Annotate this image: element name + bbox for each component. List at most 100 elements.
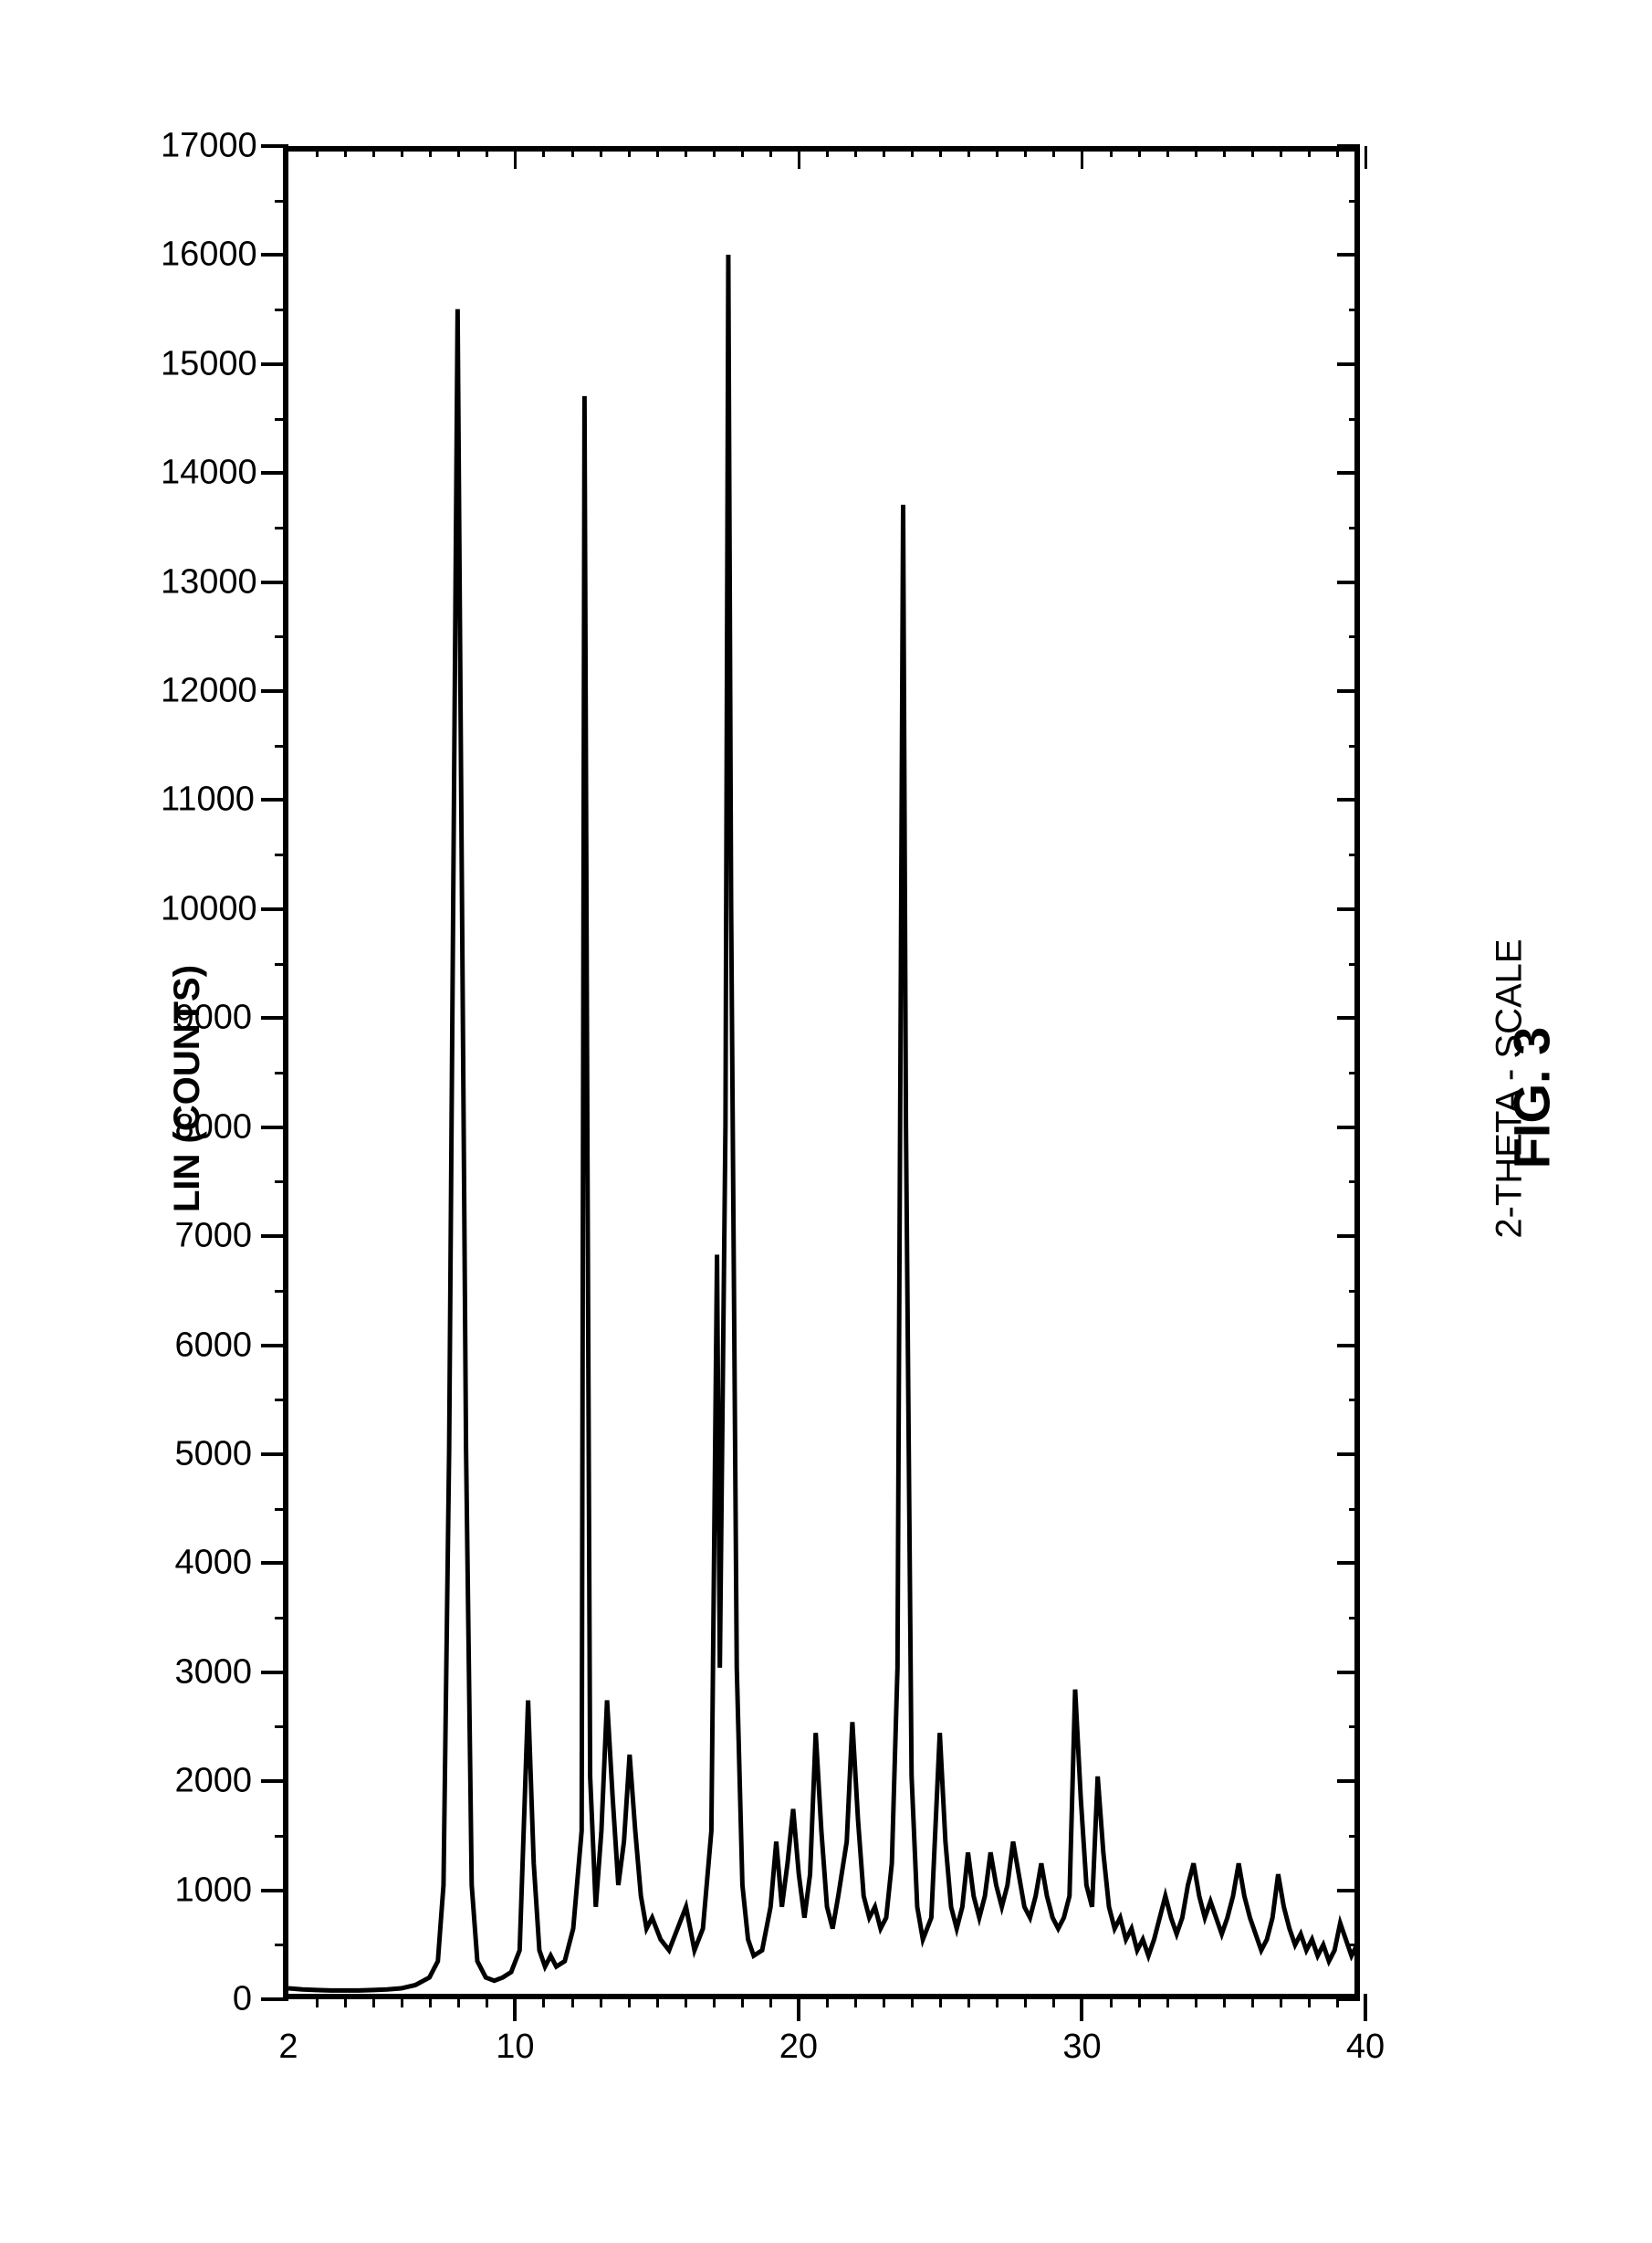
- x-tick-minor: [883, 1994, 885, 2007]
- y-tick: [261, 1997, 288, 2001]
- y-tick-label: 14000: [161, 454, 252, 493]
- x-tick-minor: [1280, 1994, 1282, 2007]
- y-tick-minor: [275, 200, 288, 203]
- y-tick-right-minor: [1349, 963, 1360, 966]
- y-tick-right-minor: [1349, 1290, 1360, 1293]
- y-tick-right: [1337, 1997, 1360, 2001]
- y-tick-label: 3000: [161, 1652, 252, 1692]
- y-tick-right: [1337, 1344, 1360, 1347]
- y-tick-minor: [275, 963, 288, 966]
- y-tick-right: [1337, 1671, 1360, 1674]
- y-tick: [261, 1452, 288, 1456]
- y-tick-minor: [275, 1508, 288, 1511]
- y-tick: [261, 798, 288, 802]
- x-tick-top: [798, 146, 800, 169]
- x-tick-top: [883, 146, 885, 157]
- y-tick-right-minor: [1349, 1835, 1360, 1838]
- x-tick-minor: [401, 1994, 403, 2007]
- x-tick-top: [1024, 146, 1027, 157]
- y-tick-label: 4000: [161, 1544, 252, 1583]
- x-tick-label: 20: [779, 2028, 818, 2067]
- y-tick-right-minor: [1349, 200, 1360, 203]
- y-tick-right-minor: [1349, 1399, 1360, 1401]
- y-tick-right-minor: [1349, 635, 1360, 638]
- x-tick-top: [911, 146, 914, 157]
- y-tick-right: [1337, 1779, 1360, 1783]
- spectrum-line: [288, 146, 1360, 1994]
- plot-area: 0100020003000400050006000700080009000100…: [283, 146, 1360, 1999]
- y-tick-right: [1337, 907, 1360, 911]
- x-tick-top: [854, 146, 857, 157]
- x-tick-minor: [1195, 1994, 1197, 2007]
- y-tick-right-minor: [1349, 418, 1360, 421]
- y-tick-minor: [275, 1944, 288, 1946]
- y-tick-label: 17000: [161, 127, 252, 166]
- x-tick-minor: [457, 1994, 460, 2007]
- y-tick-right: [1337, 253, 1360, 257]
- x-tick-minor: [939, 1994, 942, 2007]
- y-tick-right: [1337, 689, 1360, 693]
- y-tick: [261, 581, 288, 584]
- y-tick-minor: [275, 418, 288, 421]
- x-tick-minor: [685, 1994, 687, 2007]
- y-tick-right-minor: [1349, 1617, 1360, 1619]
- x-tick-top: [1223, 146, 1226, 157]
- x-tick-minor: [1251, 1994, 1254, 2007]
- y-tick-right-minor: [1349, 1508, 1360, 1511]
- x-tick-top: [1052, 146, 1055, 157]
- x-tick-minor: [1166, 1994, 1169, 2007]
- x-tick-top: [401, 146, 403, 157]
- x-tick-minor: [1223, 1994, 1226, 2007]
- y-tick-label: 6000: [161, 1326, 252, 1365]
- y-tick-minor: [275, 1290, 288, 1293]
- x-tick-minor: [769, 1994, 772, 2007]
- x-tick-minor: [1024, 1994, 1027, 2007]
- x-tick-top: [628, 146, 631, 157]
- x-tick-top: [1195, 146, 1197, 157]
- y-tick: [261, 1561, 288, 1565]
- x-tick-top: [316, 146, 319, 157]
- x-tick-minor: [656, 1994, 659, 2007]
- y-tick-minor: [275, 1072, 288, 1074]
- x-tick-top: [1166, 146, 1169, 157]
- y-tick-right-minor: [1349, 1180, 1360, 1183]
- y-tick: [261, 1344, 288, 1347]
- x-tick-minor: [1308, 1994, 1311, 2007]
- y-tick-right-minor: [1349, 1072, 1360, 1074]
- y-tick-minor: [275, 1399, 288, 1401]
- y-tick-right: [1337, 1561, 1360, 1565]
- x-tick-top: [1110, 146, 1113, 157]
- x-tick-minor: [1052, 1994, 1055, 2007]
- x-tick-minor: [911, 1994, 914, 2007]
- y-tick-right: [1337, 471, 1360, 475]
- y-tick: [261, 471, 288, 475]
- y-tick-minor: [275, 854, 288, 856]
- y-tick-minor: [275, 527, 288, 529]
- x-tick-minor: [628, 1994, 631, 2007]
- x-tick-top: [826, 146, 829, 157]
- y-tick-right-minor: [1349, 527, 1360, 529]
- y-tick-right: [1337, 1452, 1360, 1456]
- y-tick: [261, 1671, 288, 1674]
- x-tick-minor: [429, 1994, 432, 2007]
- x-tick-top: [685, 146, 687, 157]
- y-tick: [261, 253, 288, 257]
- x-tick-top: [429, 146, 432, 157]
- y-tick-right-minor: [1349, 309, 1360, 311]
- x-tick-label: 10: [496, 2028, 534, 2067]
- y-tick-right: [1337, 1234, 1360, 1238]
- y-tick-right-minor: [1349, 745, 1360, 748]
- y-tick-right: [1337, 1016, 1360, 1020]
- y-tick-label: 11000: [161, 781, 252, 820]
- figure-caption: FIG. 3: [1501, 1027, 1561, 1169]
- y-tick-right-minor: [1349, 1725, 1360, 1728]
- x-tick: [797, 1994, 800, 2021]
- x-axis-title: LIN (COUNTS): [167, 965, 208, 1212]
- y-tick-minor: [275, 1180, 288, 1183]
- x-tick-top: [486, 146, 488, 157]
- y-tick-label: 5000: [161, 1434, 252, 1473]
- y-tick: [261, 144, 288, 148]
- x-tick-label: 40: [1346, 2028, 1385, 2067]
- y-tick: [261, 907, 288, 911]
- y-tick: [261, 1016, 288, 1020]
